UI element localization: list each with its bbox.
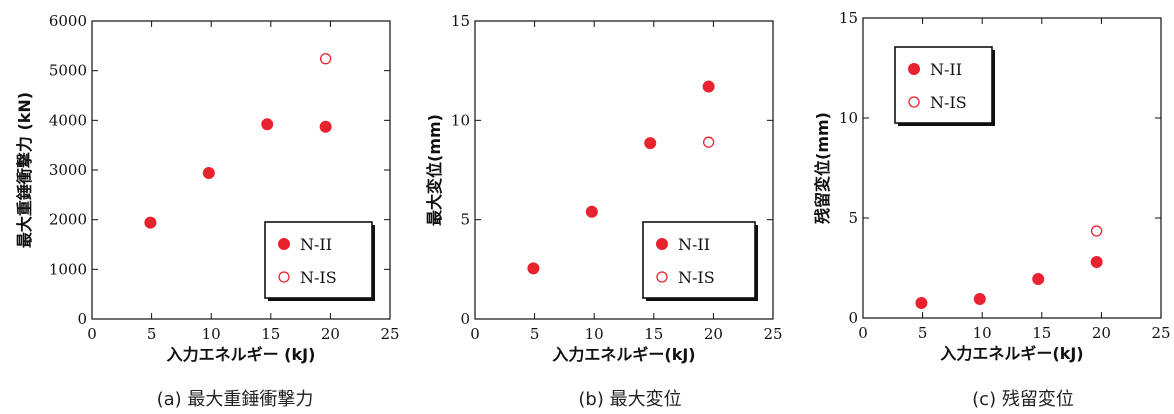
y-tick-label: 15 xyxy=(839,9,858,27)
y-tick-label: 10 xyxy=(451,111,470,129)
legend-box xyxy=(264,221,373,299)
panel-caption: (b) 最大変位 xyxy=(578,389,681,410)
plot-frame xyxy=(862,17,1162,319)
legend-label: N-II xyxy=(930,60,962,79)
y-tick-label: 5000 xyxy=(49,62,87,80)
data-point-n-is xyxy=(319,53,332,65)
x-tick-label: 15 xyxy=(644,325,663,343)
x-tick-label: 10 xyxy=(585,325,604,343)
x-tick-label: 5 xyxy=(918,324,928,342)
chart-panel-1: 0 5 10 15 20 25 0 5 10 15 入力エネルギー(kJ) 最大変位(mm) N-II N… xyxy=(425,12,783,410)
x-axis-label: 入力エネルギー (kJ) xyxy=(167,345,316,364)
y-tick-label: 6000 xyxy=(49,12,87,30)
legend-box xyxy=(642,221,756,299)
data-point-n-ii xyxy=(202,166,215,179)
x-tick-label: 20 xyxy=(321,325,340,343)
y-axis-label: 最大変位(mm) xyxy=(425,114,444,226)
data-point-n-ii xyxy=(915,297,928,309)
data-point-n-ii xyxy=(702,80,715,93)
x-tick-label: 5 xyxy=(530,325,540,343)
chart-panel-0: 0 5 10 15 20 25 0 1000 2000 3000 4000 5000 6000 入力エネル… xyxy=(15,12,400,410)
data-point-n-ii xyxy=(261,118,274,131)
data-point-n-is xyxy=(702,136,715,148)
panel-caption: (c) 残留変位 xyxy=(972,389,1074,410)
y-axis-label: 残留変位(mm) xyxy=(813,112,832,224)
x-tick-label: 25 xyxy=(380,325,399,343)
data-point-n-ii xyxy=(1032,273,1045,285)
x-tick-label: 20 xyxy=(704,325,723,343)
x-tick-label: 15 xyxy=(1032,324,1051,342)
x-axis-label: 入力エネルギー(kJ) xyxy=(552,345,695,364)
legend-marker xyxy=(278,238,290,250)
y-tick-label: 5 xyxy=(460,211,470,229)
y-tick-label: 0 xyxy=(460,310,470,328)
x-tick-label: 0 xyxy=(858,324,868,342)
legend-label: N-IS xyxy=(678,268,715,287)
legend-marker xyxy=(908,96,920,108)
data-point-n-ii xyxy=(644,137,657,150)
legend-marker xyxy=(278,271,290,283)
x-tick-label: 0 xyxy=(87,325,97,343)
x-tick-label: 25 xyxy=(1151,324,1170,342)
x-tick-label: 0 xyxy=(470,325,480,343)
x-axis-label: 入力エネルギー(kJ) xyxy=(940,344,1083,363)
legend-label: N-IS xyxy=(930,93,967,112)
y-tick-label: 5 xyxy=(848,209,858,227)
x-tick-label: 5 xyxy=(147,325,157,343)
x-tick-label: 10 xyxy=(973,324,992,342)
panel-caption: (a) 最大重錘衝撃力 xyxy=(157,389,314,410)
data-point-n-ii xyxy=(527,262,540,275)
legend-label: N-II xyxy=(300,235,332,254)
x-tick-label: 10 xyxy=(202,325,221,343)
legend-marker xyxy=(656,238,668,250)
y-tick-label: 1000 xyxy=(49,260,87,278)
legend-marker xyxy=(656,271,668,283)
y-axis-label: 最大重錘衝撃力 (kN) xyxy=(15,92,34,248)
y-tick-label: 4000 xyxy=(49,111,87,129)
x-tick-label: 15 xyxy=(261,325,280,343)
y-tick-label: 2000 xyxy=(49,211,87,229)
chart-panel-2: 0 5 10 15 20 25 0 5 10 15 入力エネルギー(kJ) 残留変位(mm) N-II N… xyxy=(813,9,1171,410)
legend-marker xyxy=(908,63,920,75)
data-point-n-ii xyxy=(973,293,986,305)
y-tick-label: 10 xyxy=(839,109,858,127)
legend-label: N-IS xyxy=(300,268,337,287)
y-tick-label: 3000 xyxy=(49,161,87,179)
data-point-n-ii xyxy=(585,205,598,218)
x-tick-label: 25 xyxy=(763,325,782,343)
y-tick-label: 15 xyxy=(451,12,470,30)
legend-box xyxy=(894,46,993,124)
data-point-n-is xyxy=(1090,225,1103,237)
legend-label: N-II xyxy=(678,235,710,254)
plot-frame xyxy=(474,20,774,320)
data-point-n-ii xyxy=(1090,256,1103,268)
data-point-n-ii xyxy=(319,120,332,133)
data-point-n-ii xyxy=(144,216,157,229)
y-tick-label: 0 xyxy=(848,309,858,327)
x-tick-label: 20 xyxy=(1092,324,1111,342)
y-tick-label: 0 xyxy=(77,310,87,328)
